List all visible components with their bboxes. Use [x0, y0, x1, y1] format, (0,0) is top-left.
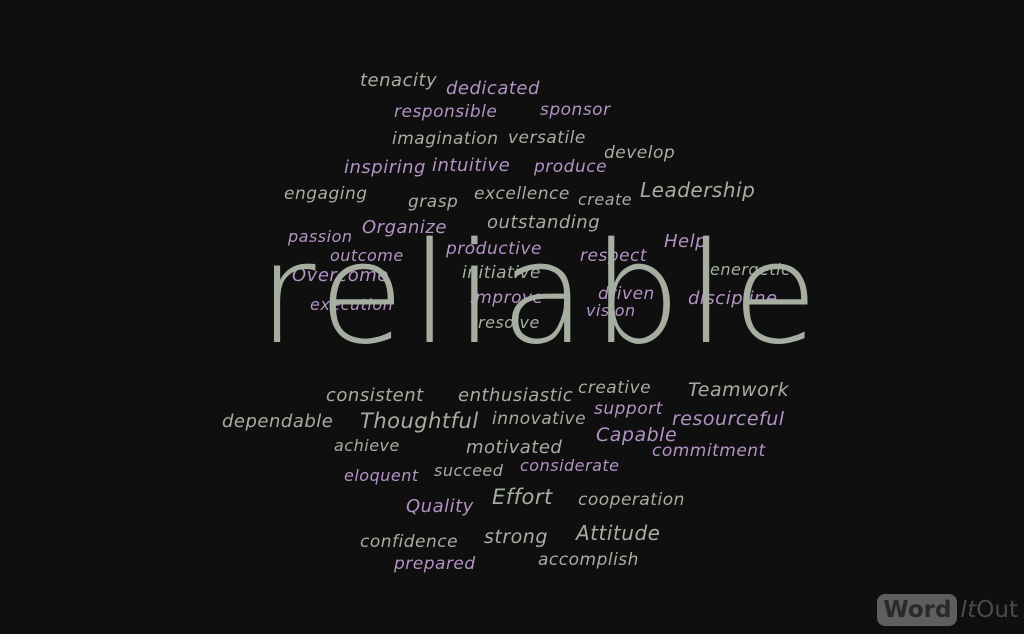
logo-it: It: [960, 597, 977, 623]
word-respect: respect: [580, 246, 648, 266]
word-execution: execution: [310, 295, 394, 314]
word-outcome: outcome: [330, 246, 404, 265]
word-strong: strong: [484, 526, 548, 548]
word-quality: Quality: [406, 496, 474, 517]
word-help: Help: [664, 231, 708, 252]
word-leadership: Leadership: [640, 178, 756, 202]
word-intuitive: intuitive: [432, 155, 511, 176]
word-thoughtful: Thoughtful: [360, 409, 479, 433]
word-responsible: responsible: [394, 102, 498, 122]
word-cooperation: cooperation: [578, 490, 685, 510]
word-imagination: imagination: [392, 129, 499, 149]
word-motivated: motivated: [466, 437, 563, 458]
word-reliable: reliable: [258, 213, 825, 376]
word-overcome: Overcome: [292, 265, 389, 286]
word-resolve: resolve: [478, 313, 540, 332]
word-enthusiastic: enthusiastic: [458, 385, 574, 406]
word-engaging: engaging: [284, 184, 368, 204]
word-passion: passion: [288, 227, 353, 246]
word-organize: Organize: [362, 217, 447, 238]
word-dependable: dependable: [222, 411, 334, 432]
word-accomplish: accomplish: [538, 550, 639, 570]
word-produce: produce: [534, 157, 608, 177]
word-innovative: innovative: [492, 409, 587, 429]
word-eloquent: eloquent: [344, 466, 419, 485]
word-dedicated: dedicated: [446, 78, 540, 99]
word-consistent: consistent: [326, 385, 424, 406]
word-capable: Capable: [596, 424, 678, 446]
word-create: create: [578, 190, 633, 209]
wordle-logo: Word It Out: [877, 594, 1018, 626]
word-inspiring: inspiring: [344, 157, 426, 178]
word-vision: vision: [586, 301, 636, 320]
word-excellence: excellence: [474, 184, 570, 204]
word-tenacity: tenacity: [360, 70, 438, 91]
word-succeed: succeed: [434, 461, 504, 480]
word-support: support: [594, 399, 663, 419]
word-develop: develop: [604, 143, 676, 163]
word-commitment: commitment: [652, 441, 766, 461]
word-teamwork: Teamwork: [688, 379, 790, 401]
word-productive: productive: [446, 239, 543, 259]
word-versatile: versatile: [508, 128, 586, 148]
word-grasp: grasp: [408, 192, 459, 212]
word-achieve: achieve: [334, 436, 400, 455]
word-creative: creative: [578, 378, 652, 398]
word-effort: Effort: [492, 485, 553, 509]
word-considerate: considerate: [520, 456, 620, 475]
logo-word: Word: [877, 594, 958, 626]
word-sponsor: sponsor: [540, 100, 611, 120]
word-attitude: Attitude: [576, 521, 661, 545]
word-initiative: initiative: [462, 263, 541, 283]
word-discipline: discipline: [688, 288, 778, 309]
word-improve: improve: [470, 288, 544, 308]
word-confidence: confidence: [360, 532, 459, 552]
word-resourceful: resourceful: [672, 408, 785, 430]
word-outstanding: outstanding: [487, 212, 601, 233]
word-energetic: energetic: [710, 260, 791, 279]
word-driven: driven: [598, 284, 655, 304]
word-prepared: prepared: [394, 554, 476, 574]
logo-out: Out: [976, 597, 1018, 623]
